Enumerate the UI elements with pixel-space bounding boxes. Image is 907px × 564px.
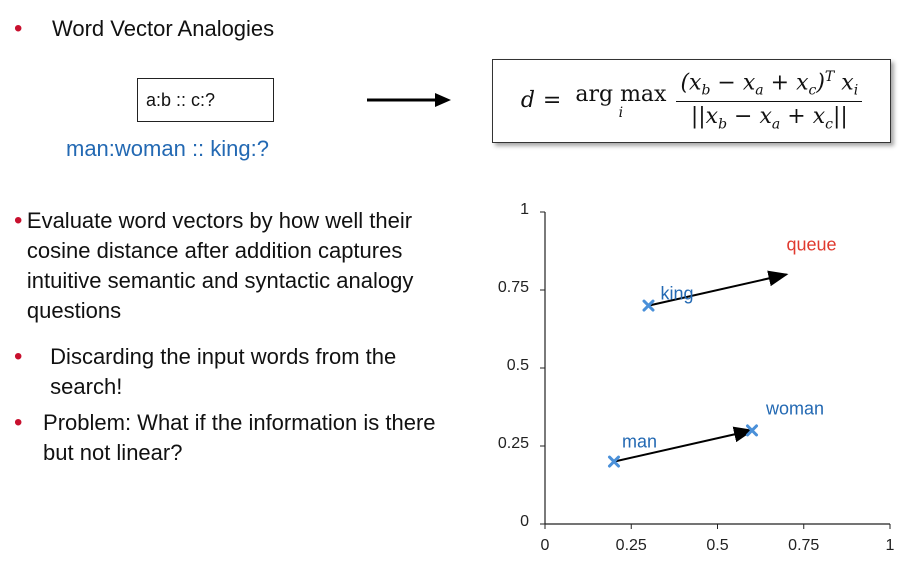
point-label: man: [622, 432, 657, 452]
formula-lhs: d: [520, 88, 535, 114]
point-label: king: [661, 284, 694, 304]
formula-argmax: arg max i: [575, 82, 667, 122]
bullet-text: Problem: What if the information is ther…: [43, 410, 436, 465]
bullet-dot: •: [14, 207, 23, 234]
point-label: woman: [765, 398, 824, 418]
x-tick-label: 0.25: [616, 537, 647, 554]
analogy-chart: 0 0.25 0.5 0.75 1 0 0.25 0.5 0.75 1 king man woman qu…: [498, 201, 895, 554]
formula-argmax-sub: i: [618, 105, 624, 122]
data-point: [608, 455, 620, 468]
vector-arrow: [613, 426, 754, 463]
y-tick-label: 0.25: [498, 435, 529, 452]
heading-bullet: • Word Vector Analogies: [14, 14, 274, 44]
formula-fraction: (xb − xa + xc)T xi ||xb − xa + xc||: [676, 69, 863, 133]
bullet-item: • Evaluate word vectors by how well thei…: [14, 206, 454, 326]
y-tick-label: 0.75: [498, 279, 529, 296]
formula-box: d = arg max i (xb − xa + xc)T xi ||xb − …: [492, 59, 891, 143]
bullet-dot: •: [14, 343, 23, 370]
bullet-text: Discarding the input words from the sear…: [50, 344, 397, 399]
formula: d = arg max i (xb − xa + xc)T xi ||xb − …: [520, 69, 863, 133]
x-tick-label: 0.5: [706, 537, 728, 554]
formula-numerator: (xb − xa + xc)T xi: [676, 69, 863, 103]
x-tick-label: 0: [541, 537, 550, 554]
bullet-item: • Discarding the input words from the se…: [14, 342, 454, 402]
y-tick-label: 1: [520, 201, 529, 218]
data-point: [746, 424, 758, 437]
bullet-dot: •: [14, 15, 23, 42]
data-point: [642, 299, 655, 312]
formula-eq: =: [542, 88, 562, 114]
x-tick-label: 0.75: [788, 537, 819, 554]
analogy-box: a:b :: c:?: [137, 78, 274, 122]
y-tick-label: 0.5: [507, 357, 529, 374]
formula-denominator: ||xb − xa + xc||: [690, 104, 848, 133]
bullet-item: • Problem: What if the information is th…: [14, 408, 454, 468]
bullet-dot: •: [14, 409, 23, 436]
vector-arrow: [648, 270, 789, 307]
right-arrow-icon: [367, 93, 451, 107]
formula-argmax-label: arg max: [575, 82, 667, 108]
y-tick-label: 0: [520, 513, 529, 530]
x-tick-label: 1: [886, 537, 895, 554]
bullet-text: Evaluate word vectors by how well their …: [26, 208, 414, 323]
annotation-label: queue: [787, 234, 837, 254]
example-analogy: man:woman :: king:?: [66, 136, 269, 161]
heading-text: Word Vector Analogies: [52, 16, 275, 41]
